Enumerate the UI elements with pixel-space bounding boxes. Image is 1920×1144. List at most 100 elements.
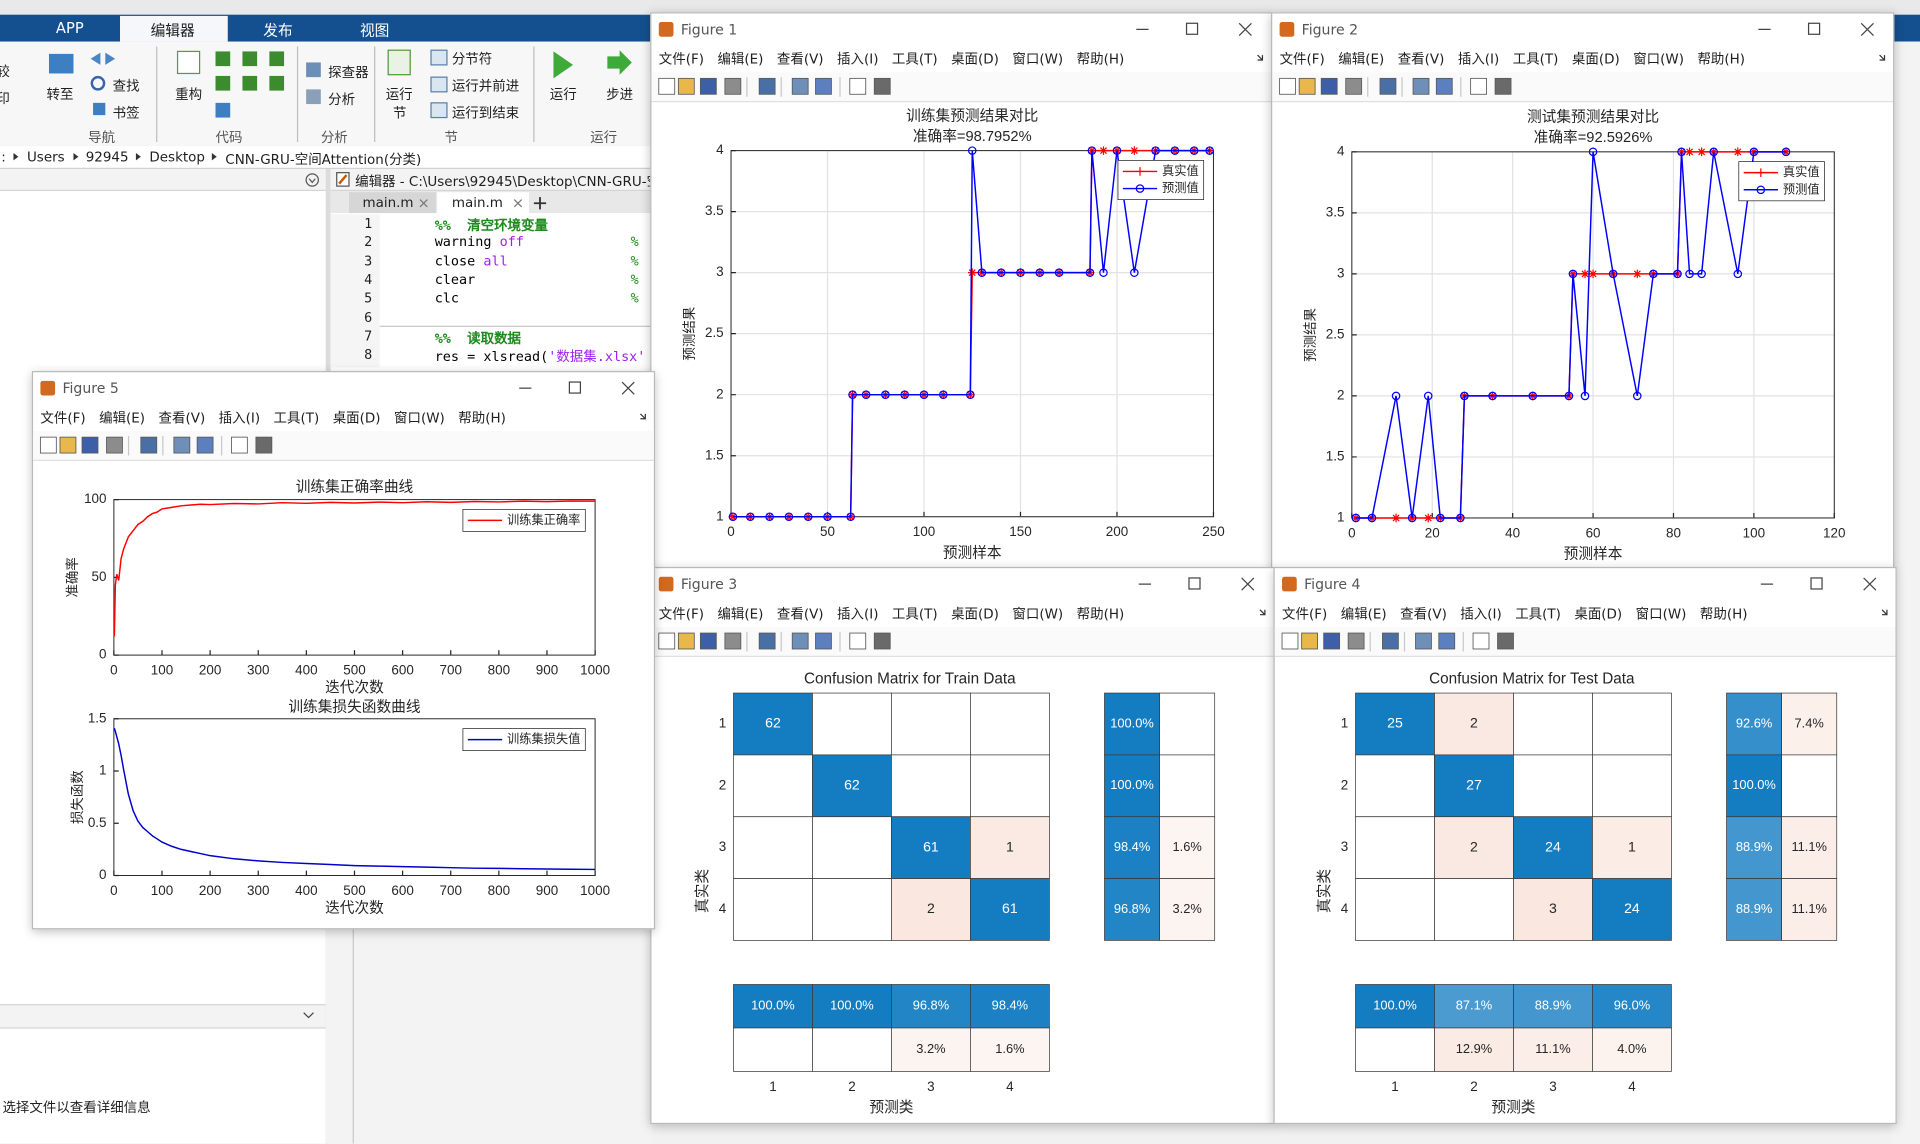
- toolbar-button[interactable]: [1301, 632, 1318, 650]
- menu-item[interactable]: 帮助(H): [1697, 51, 1746, 68]
- toolbar-button[interactable]: [1435, 77, 1453, 95]
- maximize-button[interactable]: [1188, 577, 1201, 590]
- menu-item[interactable]: 插入(I): [1460, 606, 1502, 623]
- toolbar-button[interactable]: [1438, 632, 1456, 650]
- editor-tab[interactable]: [348, 192, 436, 214]
- toolbar-button[interactable]: [849, 77, 867, 95]
- toolbar-button[interactable]: [106, 436, 123, 454]
- toolbar-button[interactable]: [791, 632, 809, 650]
- toolbar-button[interactable]: [724, 77, 742, 95]
- menu-item[interactable]: 查看(V): [776, 51, 824, 68]
- toolbar-button[interactable]: [1472, 632, 1490, 650]
- toolbar-button[interactable]: [255, 436, 273, 454]
- toolbar-button[interactable]: [1345, 77, 1363, 95]
- editor-tab-label[interactable]: main.m: [362, 194, 414, 211]
- maximize-button[interactable]: [568, 381, 582, 394]
- toolbar-button[interactable]: [1281, 632, 1299, 650]
- ribbon-control[interactable]: 书签: [112, 105, 140, 122]
- toolbar-button[interactable]: [196, 436, 214, 454]
- toolbar-button[interactable]: [1382, 632, 1399, 650]
- toolbar-button[interactable]: [1470, 77, 1487, 95]
- menu-item[interactable]: 工具(T): [273, 410, 320, 427]
- toolbar-button[interactable]: [1412, 77, 1430, 95]
- toolbar-button[interactable]: [658, 77, 676, 95]
- menu-item[interactable]: 桌面(D): [951, 51, 999, 68]
- maximize-button[interactable]: [1185, 22, 1199, 35]
- menu-item[interactable]: 查看(V): [158, 410, 206, 427]
- toolbar-button[interactable]: [677, 632, 695, 650]
- menu-item[interactable]: 插入(I): [837, 606, 879, 623]
- close-button[interactable]: [621, 381, 635, 395]
- menu-item[interactable]: 工具(T): [1512, 51, 1559, 68]
- menu-item[interactable]: 帮助(H): [1699, 606, 1748, 623]
- toolbar-button[interactable]: [1320, 77, 1338, 95]
- close-button[interactable]: [1860, 22, 1874, 36]
- address-segment[interactable]: 92945: [85, 149, 129, 166]
- ribbon-control[interactable]: 查找: [112, 78, 140, 95]
- toolbar-button[interactable]: [1347, 632, 1365, 650]
- toolbar-button[interactable]: [699, 632, 717, 650]
- menu-item[interactable]: 桌面(D): [1571, 51, 1620, 68]
- toolbar-button[interactable]: [1494, 77, 1512, 95]
- menu-item[interactable]: 文件(F): [658, 51, 704, 68]
- address-segment[interactable]: Users: [26, 149, 65, 166]
- ribbon-tab[interactable]: APP: [55, 19, 84, 37]
- menu-item[interactable]: 窗口(W): [1012, 606, 1064, 623]
- menu-item[interactable]: 帮助(H): [458, 410, 506, 427]
- toolbar-button[interactable]: [173, 436, 191, 454]
- toolbar-button[interactable]: [59, 436, 77, 454]
- ribbon-control[interactable]: 运行: [385, 86, 413, 103]
- menu-item[interactable]: 窗口(W): [1633, 51, 1684, 68]
- toolbar-button[interactable]: [724, 632, 742, 650]
- ribbon-control[interactable]: 分节符: [451, 51, 493, 68]
- toolbar-button[interactable]: [699, 77, 717, 95]
- maximize-button[interactable]: [1810, 577, 1823, 590]
- toolbar-button[interactable]: [815, 632, 832, 650]
- toolbar-button[interactable]: [791, 77, 809, 95]
- toolbar-button[interactable]: [1497, 632, 1514, 650]
- toolbar-button[interactable]: [758, 632, 776, 650]
- menu-item[interactable]: 帮助(H): [1076, 606, 1125, 623]
- toolbar-button[interactable]: [1415, 632, 1432, 650]
- toolbar-button[interactable]: [873, 77, 891, 95]
- menu-item[interactable]: 插入(I): [218, 410, 261, 427]
- toolbar-button[interactable]: [1379, 77, 1397, 95]
- ribbon-control[interactable]: 较: [0, 61, 10, 81]
- toolbar-button[interactable]: [658, 632, 676, 650]
- ribbon-tab[interactable]: 发布: [263, 22, 293, 40]
- menu-item[interactable]: 窗口(W): [1635, 606, 1687, 623]
- menu-item[interactable]: 桌面(D): [332, 410, 381, 427]
- menu-item[interactable]: 插入(I): [1457, 51, 1500, 68]
- details-toggle[interactable]: [301, 1008, 316, 1023]
- ribbon-control[interactable]: 印: [0, 88, 10, 108]
- toolbar-button[interactable]: [140, 436, 158, 454]
- menu-item[interactable]: 桌面(D): [951, 606, 999, 623]
- toolbar-button[interactable]: [1323, 632, 1341, 650]
- editor-tab-active[interactable]: [437, 192, 529, 214]
- menu-item[interactable]: 编辑(E): [99, 410, 146, 427]
- toolbar-button[interactable]: [1298, 77, 1316, 95]
- menu-item[interactable]: 工具(T): [891, 51, 938, 68]
- ribbon-control[interactable]: 节: [393, 105, 407, 122]
- ribbon-control[interactable]: 运行并前进: [451, 78, 520, 95]
- toolbar-button[interactable]: [849, 632, 867, 650]
- ribbon-control[interactable]: 分析: [328, 91, 356, 108]
- ribbon-control[interactable]: 步进: [606, 86, 634, 103]
- editor-tab-label[interactable]: main.m: [451, 194, 503, 211]
- toolbar-button[interactable]: [81, 436, 99, 454]
- menu-item[interactable]: 窗口(W): [394, 410, 445, 427]
- menu-item[interactable]: 工具(T): [891, 606, 938, 623]
- menu-item[interactable]: 插入(I): [837, 51, 879, 68]
- menu-item[interactable]: 查看(V): [776, 606, 824, 623]
- menu-item[interactable]: 编辑(E): [1338, 51, 1385, 68]
- ribbon-control[interactable]: 转至: [46, 86, 74, 103]
- ribbon-control[interactable]: 重构: [175, 86, 203, 103]
- toolbar-button[interactable]: [231, 436, 248, 454]
- toolbar-button[interactable]: [39, 436, 57, 454]
- close-button[interactable]: [1241, 577, 1255, 591]
- toolbar-button[interactable]: [873, 632, 891, 650]
- panel-menu-button[interactable]: [304, 171, 321, 188]
- menu-item[interactable]: 文件(F): [658, 606, 704, 623]
- toolbar-button[interactable]: [815, 77, 832, 95]
- toolbar-button[interactable]: [677, 77, 695, 95]
